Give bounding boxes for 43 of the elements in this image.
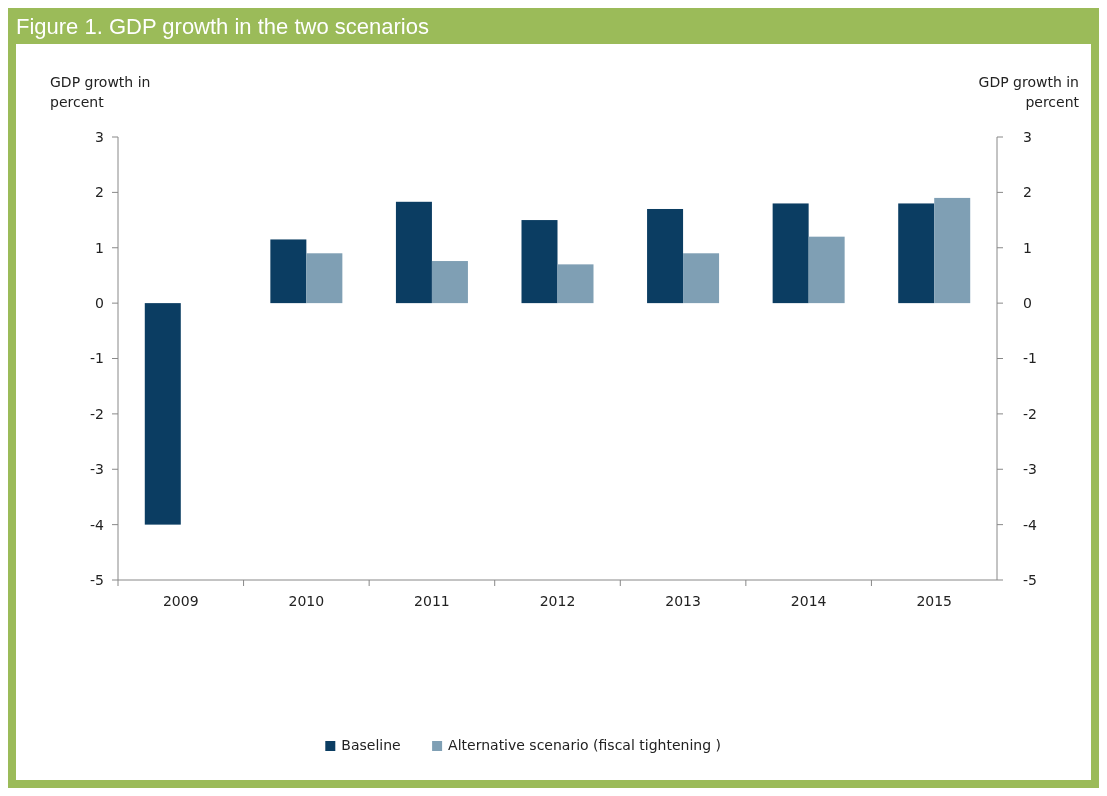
- y2-tick-label: -2: [1023, 405, 1037, 422]
- x-tick-label: 2009: [162, 593, 199, 609]
- y2-tick-label: -3: [1023, 461, 1037, 478]
- y2-tick-label: 2: [1023, 184, 1032, 201]
- y-tick-label: -4: [90, 516, 105, 533]
- legend-label: Alternative scenario (fiscal tightening ): [448, 737, 721, 753]
- x-tick-label: 2010: [288, 593, 325, 609]
- y2-tick-label: 1: [1023, 239, 1032, 256]
- chart-title: Figure 1. GDP growth in the two scenarios: [16, 14, 429, 39]
- bar: [898, 203, 935, 304]
- bar: [306, 253, 343, 304]
- y-tick-label: -5: [90, 571, 104, 588]
- bar: [934, 197, 971, 304]
- bar: [521, 220, 558, 304]
- y-tick-label: 0: [95, 295, 104, 312]
- x-tick-label: 2015: [916, 593, 953, 609]
- y-tick-label: 2: [95, 184, 104, 201]
- y2-tick-label: 0: [1023, 295, 1032, 312]
- y2-tick-label: -1: [1023, 350, 1037, 367]
- bar: [395, 201, 432, 304]
- legend-label: Baseline: [341, 737, 401, 753]
- bar: [808, 236, 845, 304]
- bar: [270, 239, 307, 304]
- y2-tick-label: -5: [1023, 571, 1037, 588]
- x-tick-label: 2013: [665, 593, 701, 609]
- y2-tick-label: 3: [1023, 128, 1032, 145]
- y2-tick-label: -4: [1023, 516, 1038, 533]
- bar: [431, 261, 468, 304]
- bar: [144, 303, 181, 525]
- bar: [557, 264, 594, 304]
- x-tick-label: 2012: [539, 593, 576, 609]
- y-tick-label: -3: [90, 461, 104, 478]
- y-tick-label: 1: [95, 239, 104, 256]
- x-tick-label: 2011: [414, 593, 450, 609]
- y2-axis-title: GDP growth in percent: [978, 74, 1080, 110]
- y-tick-label: -2: [90, 405, 104, 422]
- bar: [772, 203, 809, 304]
- y-axis-title: GDP growth in percent: [50, 74, 151, 110]
- bar: [647, 208, 684, 304]
- y-tick-label: -1: [90, 350, 104, 367]
- x-tick-label: 2014: [790, 593, 827, 609]
- bar: [683, 253, 720, 304]
- y-tick-label: 3: [95, 128, 104, 145]
